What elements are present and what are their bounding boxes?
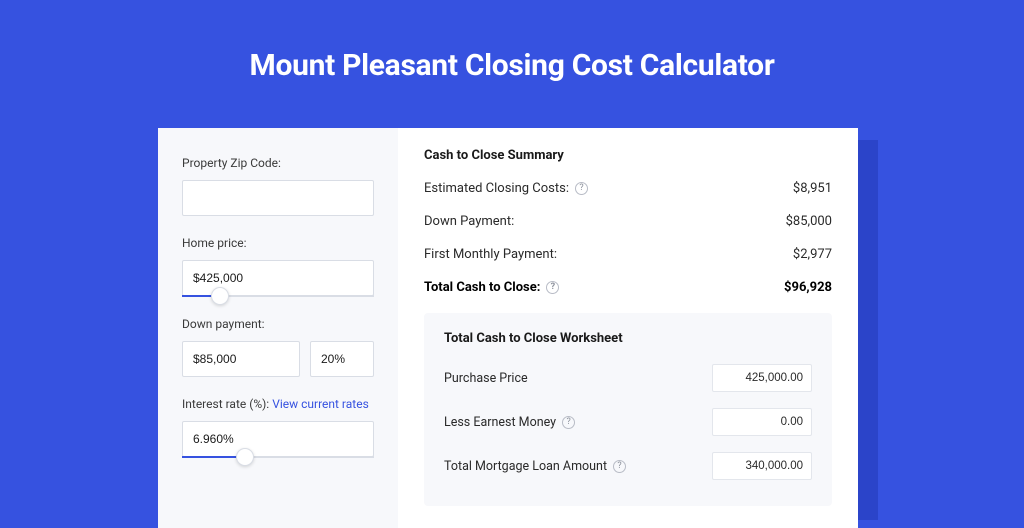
summary-row-label: First Monthly Payment: xyxy=(424,247,557,262)
worksheet-row: Total Mortgage Loan Amount? xyxy=(444,452,812,480)
help-icon[interactable]: ? xyxy=(546,281,559,294)
worksheet-row-label: Purchase Price xyxy=(444,371,528,386)
help-icon[interactable]: ? xyxy=(613,460,626,473)
worksheet-row-input[interactable] xyxy=(712,408,812,436)
home-price-slider-thumb[interactable] xyxy=(211,287,229,305)
page-title: Mount Pleasant Closing Cost Calculator xyxy=(0,0,1024,115)
worksheet-row-input[interactable] xyxy=(712,452,812,480)
worksheet-row-label-text: Less Earnest Money xyxy=(444,415,556,430)
worksheet-row-label-text: Total Mortgage Loan Amount xyxy=(444,459,607,474)
summary-row: Estimated Closing Costs:? $8,951 xyxy=(424,181,832,196)
summary-row: First Monthly Payment: $2,977 xyxy=(424,247,832,262)
summary-row-label-text: Total Cash to Close: xyxy=(424,280,540,295)
interest-label-row: Interest rate (%): View current rates xyxy=(182,397,374,411)
summary-row-label: Estimated Closing Costs:? xyxy=(424,181,588,196)
summary-row-label-text: Down Payment: xyxy=(424,214,514,229)
down-payment-input[interactable] xyxy=(182,341,300,377)
home-price-slider[interactable] xyxy=(182,295,374,297)
down-payment-pct-input[interactable] xyxy=(310,341,374,377)
interest-slider-thumb[interactable] xyxy=(236,448,254,466)
help-icon[interactable]: ? xyxy=(575,182,588,195)
home-price-label: Home price: xyxy=(182,236,374,250)
interest-input[interactable] xyxy=(182,421,374,457)
calculator-card: Property Zip Code: Home price: Down paym… xyxy=(158,128,858,528)
worksheet-row: Less Earnest Money? xyxy=(444,408,812,436)
interest-field-group: Interest rate (%): View current rates xyxy=(182,397,374,458)
worksheet-row: Purchase Price xyxy=(444,364,812,392)
worksheet-rows: Purchase PriceLess Earnest Money?Total M… xyxy=(444,364,812,480)
summary-row: Total Cash to Close:? $96,928 xyxy=(424,280,832,295)
zip-label: Property Zip Code: xyxy=(182,156,374,170)
worksheet-title: Total Cash to Close Worksheet xyxy=(444,331,812,346)
summary-row-label-text: Estimated Closing Costs: xyxy=(424,181,569,196)
worksheet-row-input[interactable] xyxy=(712,364,812,392)
summary-row-label-text: First Monthly Payment: xyxy=(424,247,557,262)
worksheet-row-label: Total Mortgage Loan Amount? xyxy=(444,459,626,474)
summary-row-value: $96,928 xyxy=(784,280,832,295)
summary-row-value: $2,977 xyxy=(793,247,832,262)
summary-rows: Estimated Closing Costs:? $8,951 Down Paym… xyxy=(424,181,832,295)
interest-label: Interest rate (%): xyxy=(182,397,272,411)
worksheet-row-label: Less Earnest Money? xyxy=(444,415,575,430)
zip-input[interactable] xyxy=(182,180,374,216)
inputs-panel: Property Zip Code: Home price: Down paym… xyxy=(158,128,398,528)
worksheet-row-label-text: Purchase Price xyxy=(444,371,528,386)
home-price-field-group: Home price: xyxy=(182,236,374,297)
summary-row-label: Total Cash to Close:? xyxy=(424,280,559,295)
interest-slider[interactable] xyxy=(182,456,374,458)
summary-title: Cash to Close Summary xyxy=(424,148,832,163)
down-payment-field-group: Down payment: xyxy=(182,317,374,377)
view-rates-link[interactable]: View current rates xyxy=(272,397,369,411)
zip-field-group: Property Zip Code: xyxy=(182,156,374,216)
down-payment-label: Down payment: xyxy=(182,317,374,331)
help-icon[interactable]: ? xyxy=(562,416,575,429)
summary-row: Down Payment: $85,000 xyxy=(424,214,832,229)
summary-row-value: $8,951 xyxy=(793,181,832,196)
home-price-input[interactable] xyxy=(182,260,374,296)
summary-row-label: Down Payment: xyxy=(424,214,514,229)
worksheet-panel: Total Cash to Close Worksheet Purchase P… xyxy=(424,313,832,506)
summary-row-value: $85,000 xyxy=(786,214,832,229)
results-panel: Cash to Close Summary Estimated Closing … xyxy=(398,128,858,528)
